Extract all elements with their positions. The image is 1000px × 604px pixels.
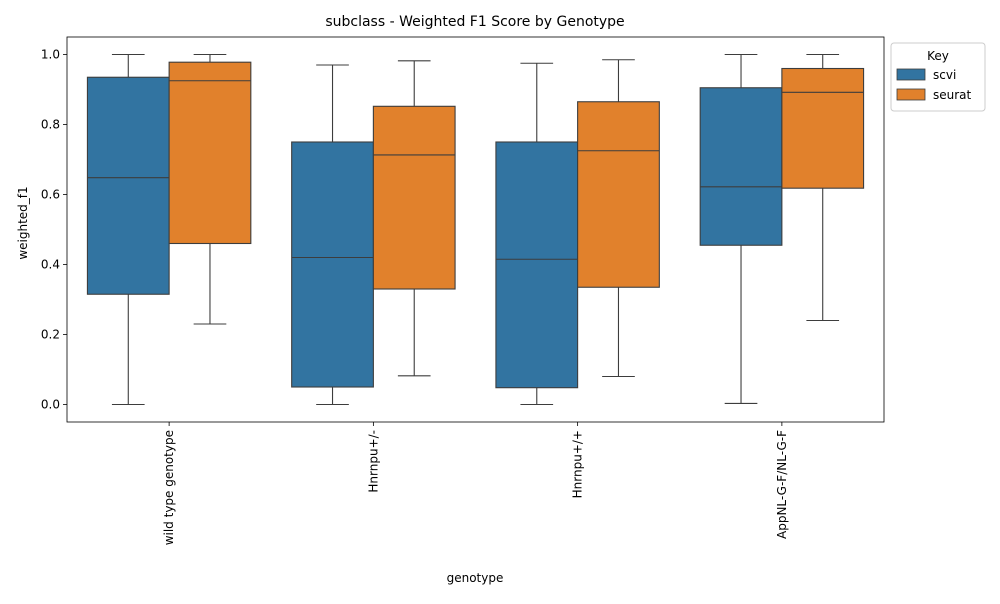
y-tick-label: 0.6 <box>41 188 60 202</box>
y-tick-label: 0.0 <box>41 398 60 412</box>
box-iqr <box>781 67 865 189</box>
box-seurat-3 <box>781 53 865 322</box>
y-tick-label: 0.4 <box>41 258 60 272</box>
box-iqr <box>168 61 252 245</box>
legend-swatch-seurat <box>896 88 926 101</box>
box-scvi-0 <box>86 53 170 406</box>
legend-label-seurat: seurat <box>933 88 972 102</box>
boxes-group <box>86 53 865 406</box>
box-seurat-0 <box>168 53 252 325</box>
box-scvi-3 <box>699 53 783 405</box>
y-tick-label: 1.0 <box>41 48 60 62</box>
x-axis: wild type genotype Hnrnpu+/- Hnrnpu+/+ AppN… <box>162 422 789 545</box>
box-iqr <box>699 87 783 246</box>
legend-label-scvi: scvi <box>933 68 956 82</box>
x-tick-label: Hnrnpu+/- <box>366 430 380 493</box>
box-iqr <box>495 141 579 389</box>
legend-swatch-scvi <box>896 68 926 81</box>
y-axis-label: weighted_f1 <box>16 186 30 259</box>
box-iqr <box>291 141 374 388</box>
box-seurat-1 <box>372 60 456 377</box>
y-tick-label: 0.8 <box>41 118 60 132</box>
legend-title: Key <box>927 49 949 63</box>
x-tick-label: Hnrnpu+/+ <box>571 430 585 498</box>
x-tick-label: wild type genotype <box>162 430 176 545</box>
x-axis-label: genotype <box>447 571 504 585</box>
box-iqr <box>577 101 660 288</box>
legend: Key scvi seurat <box>890 42 986 112</box>
y-axis: 0.0 0.2 0.4 0.6 0.8 1.0 <box>41 48 67 412</box>
y-tick-label: 0.2 <box>41 328 60 342</box>
box-seurat-2 <box>577 59 660 378</box>
box-iqr <box>372 105 456 290</box>
plot-frame <box>66 36 885 423</box>
box-iqr <box>86 76 170 295</box>
chart-title: subclass - Weighted F1 Score by Genotype <box>325 14 624 30</box>
x-tick-label: AppNL-G-F/NL-G-F <box>775 430 789 539</box>
box-scvi-2 <box>495 62 579 406</box>
box-scvi-1 <box>291 64 374 406</box>
